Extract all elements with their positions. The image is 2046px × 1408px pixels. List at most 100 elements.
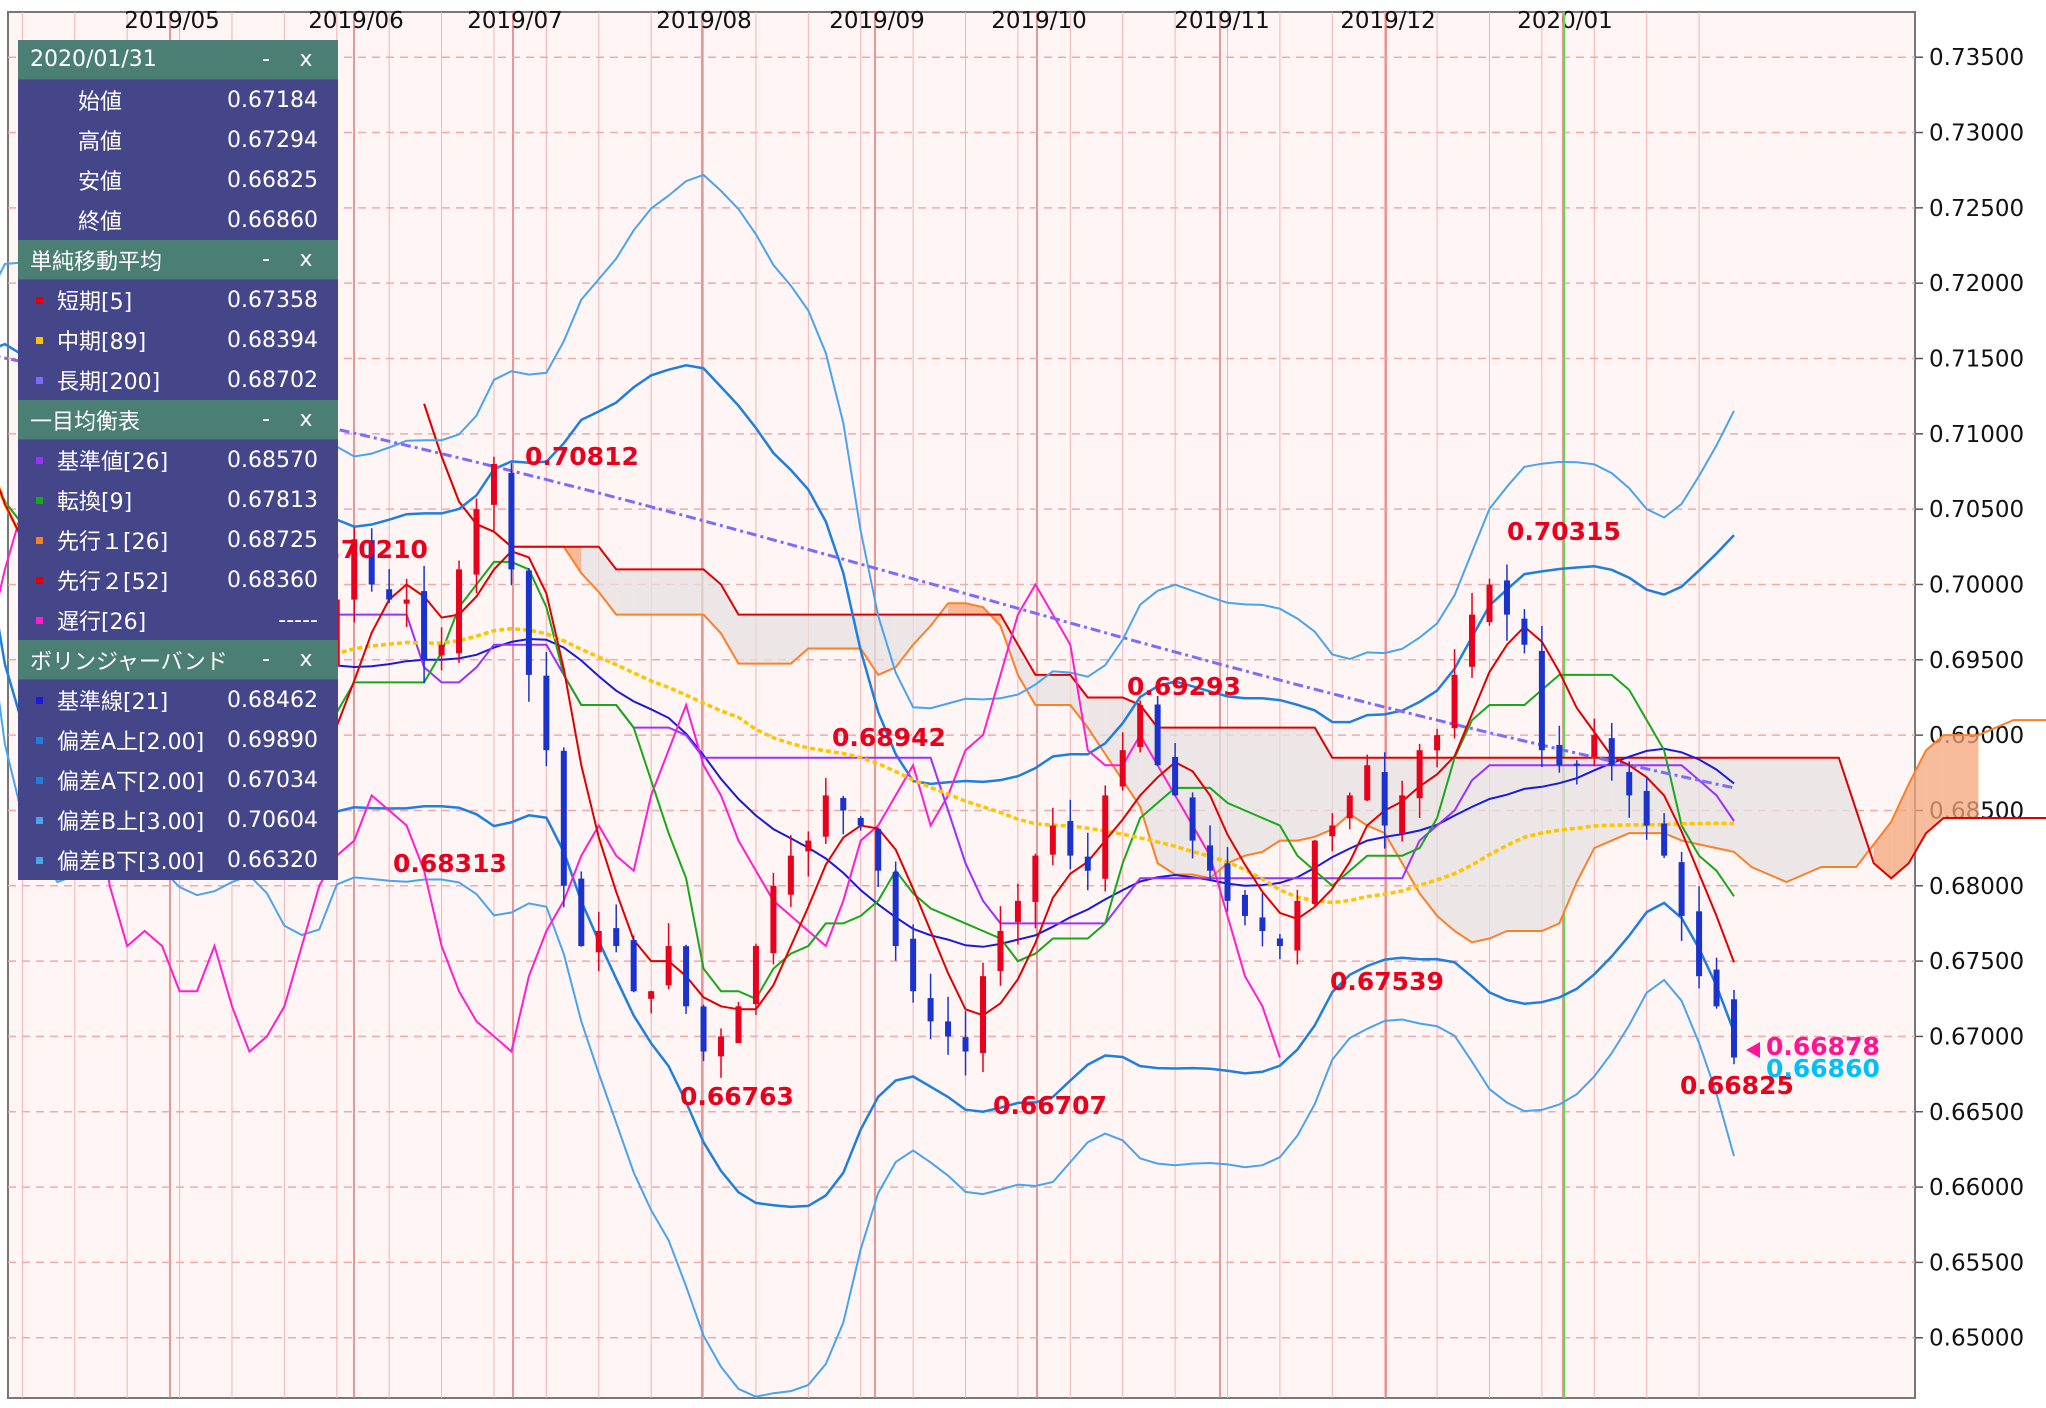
candle-body	[1172, 756, 1179, 796]
candle	[1573, 760, 1580, 785]
candle	[1434, 728, 1441, 768]
bollinger-close-button[interactable]: x	[299, 647, 313, 672]
ichimoku-cloud	[424, 403, 1979, 943]
candle-body	[1678, 862, 1685, 916]
cloud-segment	[651, 569, 669, 615]
cloud-segment	[1524, 757, 1542, 931]
candle-body	[1294, 900, 1301, 951]
cloud-segment	[1629, 757, 1647, 834]
sma-row: 長期[200] 0.68702	[18, 360, 338, 400]
y-tick-label: 0.73000	[1929, 121, 2024, 147]
price-annotation: 0.70315	[1507, 517, 1621, 546]
candle-body	[683, 946, 690, 1007]
ohlc-minimize-button[interactable]: -	[262, 47, 270, 72]
candle-body	[945, 1021, 952, 1037]
y-tick-label: 0.65000	[1929, 1326, 2024, 1352]
candle	[1538, 625, 1545, 767]
candle	[1626, 761, 1633, 818]
candle	[1346, 792, 1353, 830]
bb-lower-3sigma	[0, 700, 1735, 1398]
price-annotation: 0.68313	[393, 849, 507, 878]
y-tick-label: 0.72000	[1929, 271, 2024, 297]
candle	[770, 872, 777, 965]
ohlc-close-button[interactable]: x	[299, 47, 313, 72]
candle-body	[752, 946, 759, 1005]
candle	[787, 835, 794, 907]
bollinger-row: 偏差B下[3.00] 0.66320	[18, 840, 338, 880]
bollinger-row-label: 偏差A上[2.00]	[57, 730, 205, 755]
candle	[1276, 934, 1283, 960]
sma-minimize-button[interactable]: -	[262, 247, 270, 272]
cloud-segment	[1472, 757, 1490, 943]
bollinger-color-swatch	[36, 696, 43, 704]
candle-body	[1451, 674, 1458, 729]
cloud-segment	[1489, 757, 1507, 939]
ichimoku-row: 転換[9] 0.67813	[18, 480, 338, 520]
bollinger-row-label: 偏差B下[3.00]	[57, 850, 205, 875]
y-tick-label: 0.66000	[1929, 1175, 2024, 1201]
candle-body	[1556, 744, 1563, 766]
ichimoku-row-value: 0.68570	[227, 447, 318, 473]
candle	[1067, 799, 1074, 870]
sma-row-value: 0.68394	[227, 327, 318, 353]
candle-body	[648, 991, 655, 999]
candle	[525, 568, 532, 702]
cloud-segment	[948, 603, 966, 615]
candle-body	[770, 885, 777, 954]
bollinger-row-label: 偏差A下[2.00]	[57, 770, 205, 795]
ichimoku-close-button[interactable]: x	[299, 407, 313, 432]
x-month-label: 2019/06	[308, 8, 404, 34]
bollinger-row: 偏差A上[2.00] 0.69890	[18, 720, 338, 760]
x-month-label: 2019/09	[829, 8, 925, 34]
candle-body	[1573, 763, 1580, 766]
sma-row-label: 短期[5]	[57, 290, 133, 315]
bollinger-color-swatch	[36, 736, 43, 744]
candle-body	[997, 930, 1004, 971]
candle-body	[1591, 735, 1598, 757]
candle	[805, 831, 812, 877]
y-tick-label: 0.65500	[1929, 1250, 2024, 1276]
candle-body	[665, 946, 672, 986]
candle-body	[473, 509, 480, 575]
price-annotation: 0.66825	[1680, 1071, 1794, 1100]
ohlc-row-value: 0.67294	[227, 127, 318, 153]
candle-body	[1399, 795, 1406, 835]
cloud-segment	[1192, 727, 1210, 879]
cloud-segment	[1245, 727, 1263, 856]
cloud-segment	[581, 546, 599, 592]
sma-close-button[interactable]: x	[299, 247, 313, 272]
candle-body	[910, 938, 917, 992]
candle-body	[1311, 840, 1318, 904]
candle-body	[1032, 855, 1039, 902]
sma-title: 単純移動平均	[30, 249, 163, 275]
candle-body	[543, 675, 550, 751]
candle-body	[735, 1006, 742, 1044]
cloud-segment	[1437, 757, 1455, 931]
candle-body	[1084, 856, 1091, 871]
cloud-segment	[1611, 757, 1630, 841]
candle	[1189, 792, 1196, 859]
candle-body	[1067, 820, 1074, 856]
candle	[752, 943, 759, 1016]
ohlc-row: 始値 0.67184	[18, 80, 338, 120]
cloud-segment	[1314, 727, 1333, 837]
y-tick-label: 0.72500	[1929, 196, 2024, 222]
ichimoku-row-label: 先行１[26]	[57, 530, 169, 555]
cloud-segment	[1559, 757, 1577, 924]
sma-row-label: 長期[200]	[57, 370, 161, 395]
candle-body	[438, 644, 445, 656]
candle-body	[1241, 894, 1248, 916]
ohlc-row: 高値 0.67294	[18, 120, 338, 160]
sma-header: 単純移動平均 - x	[18, 240, 338, 280]
last-price-pointer	[1746, 1042, 1760, 1058]
sma-rows: 短期[5] 0.67358 中期[89] 0.68394 長期[200] 0.68702	[18, 280, 338, 400]
ichimoku-minimize-button[interactable]: -	[262, 407, 270, 432]
candle	[543, 652, 550, 767]
senkou2-line	[423, 403, 2046, 880]
bollinger-minimize-button[interactable]: -	[262, 647, 270, 672]
cloud-segment	[1210, 727, 1228, 879]
ichimoku-rows: 基準値[26] 0.68570 転換[9] 0.67813 先行１[26] 0.68725…	[18, 440, 338, 640]
ichimoku-title: 一目均衡表	[30, 409, 141, 435]
candle-body	[840, 797, 847, 811]
